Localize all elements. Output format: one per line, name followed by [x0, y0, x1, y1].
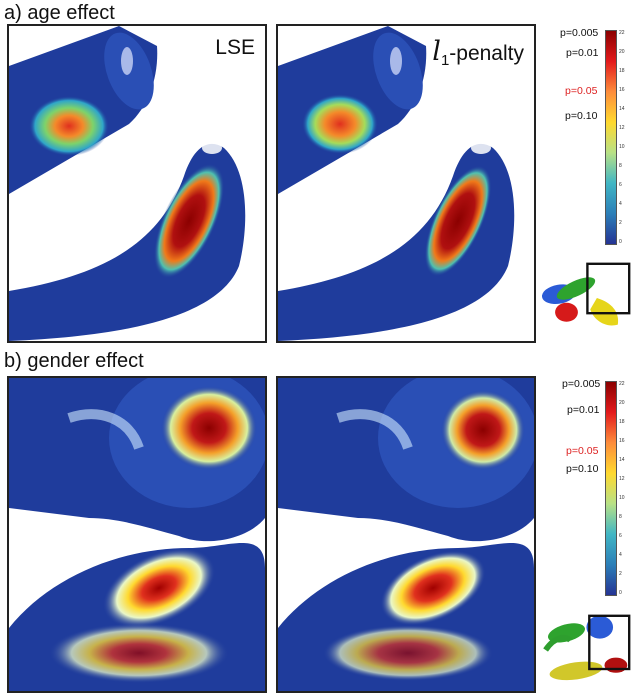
l1-symbol: l	[432, 36, 441, 67]
l1-penalty-text: -penalty	[449, 42, 524, 65]
age-p05-label: p=0.05	[565, 85, 598, 97]
age-p005-label: p=0.005	[560, 27, 599, 39]
colorbar-tick-label: 8	[619, 514, 622, 520]
lse-method-label: LSE	[215, 36, 255, 59]
colorbar-tick-label: 20	[619, 49, 625, 55]
l1-subscript: 1	[440, 52, 450, 70]
gender-p05-label: p=0.05	[566, 445, 599, 457]
gender-effect-inset-brain	[543, 614, 631, 681]
l1-penalty-method-label: l1-penalty	[432, 36, 524, 69]
colorbar-tick-label: 16	[619, 87, 625, 93]
age-p01-label: p=0.01	[566, 47, 599, 59]
colorbar-tick-label: 14	[619, 106, 625, 112]
colorbar-tick-label: 12	[619, 125, 625, 131]
gender-colorbar-gradient	[605, 381, 617, 596]
gender-effect-colorbar: 22 20 18 16 14 12 10 8 6 4 2 0	[605, 381, 631, 596]
section-b-label: b) gender effect	[4, 350, 144, 372]
gender-p01-label: p=0.01	[567, 404, 600, 416]
colorbar-tick-label: 22	[619, 381, 625, 387]
age-effect-lse-panel: LSE	[7, 24, 267, 343]
age-p10-label: p=0.10	[565, 110, 598, 122]
colorbar-tick-label: 10	[619, 144, 625, 150]
age-effect-lse-surface	[9, 26, 246, 341]
colorbar-tick-label: 2	[619, 220, 622, 226]
age-effect-l1-surface	[278, 26, 515, 341]
gender-p10-label: p=0.10	[566, 463, 599, 475]
colorbar-tick-label: 2	[619, 571, 622, 577]
gender-effect-lse-surface	[9, 378, 265, 691]
colorbar-tick-label: 6	[619, 533, 622, 539]
colorbar-tick-label: 4	[619, 552, 622, 558]
colorbar-tick-label: 18	[619, 68, 625, 74]
gender-effect-l1-surface	[278, 378, 534, 691]
age-effect-l1-panel: l1-penalty	[276, 24, 536, 343]
colorbar-tick-label: 20	[619, 400, 625, 406]
colorbar-tick-label: 16	[619, 438, 625, 444]
gender-p005-label: p=0.005	[562, 378, 601, 390]
colorbar-tick-label: 12	[619, 476, 625, 482]
age-effect-inset-brain	[541, 262, 631, 326]
colorbar-tick-label: 14	[619, 457, 625, 463]
colorbar-tick-label: 4	[619, 201, 622, 207]
colorbar-tick-label: 0	[619, 590, 622, 596]
colorbar-tick-label: 18	[619, 419, 625, 425]
colorbar-tick-label: 0	[619, 239, 622, 245]
section-a-label: a) age effect	[4, 2, 115, 24]
gender-effect-lse-panel	[7, 376, 267, 693]
colorbar-tick-label: 6	[619, 182, 622, 188]
age-effect-colorbar: 22 20 18 16 14 12 10 8 6 4 2 0	[605, 30, 631, 245]
colorbar-tick-label: 8	[619, 163, 622, 169]
gender-effect-l1-panel	[276, 376, 536, 693]
colorbar-tick-label: 22	[619, 30, 625, 36]
age-colorbar-gradient	[605, 30, 617, 245]
colorbar-tick-label: 10	[619, 495, 625, 501]
